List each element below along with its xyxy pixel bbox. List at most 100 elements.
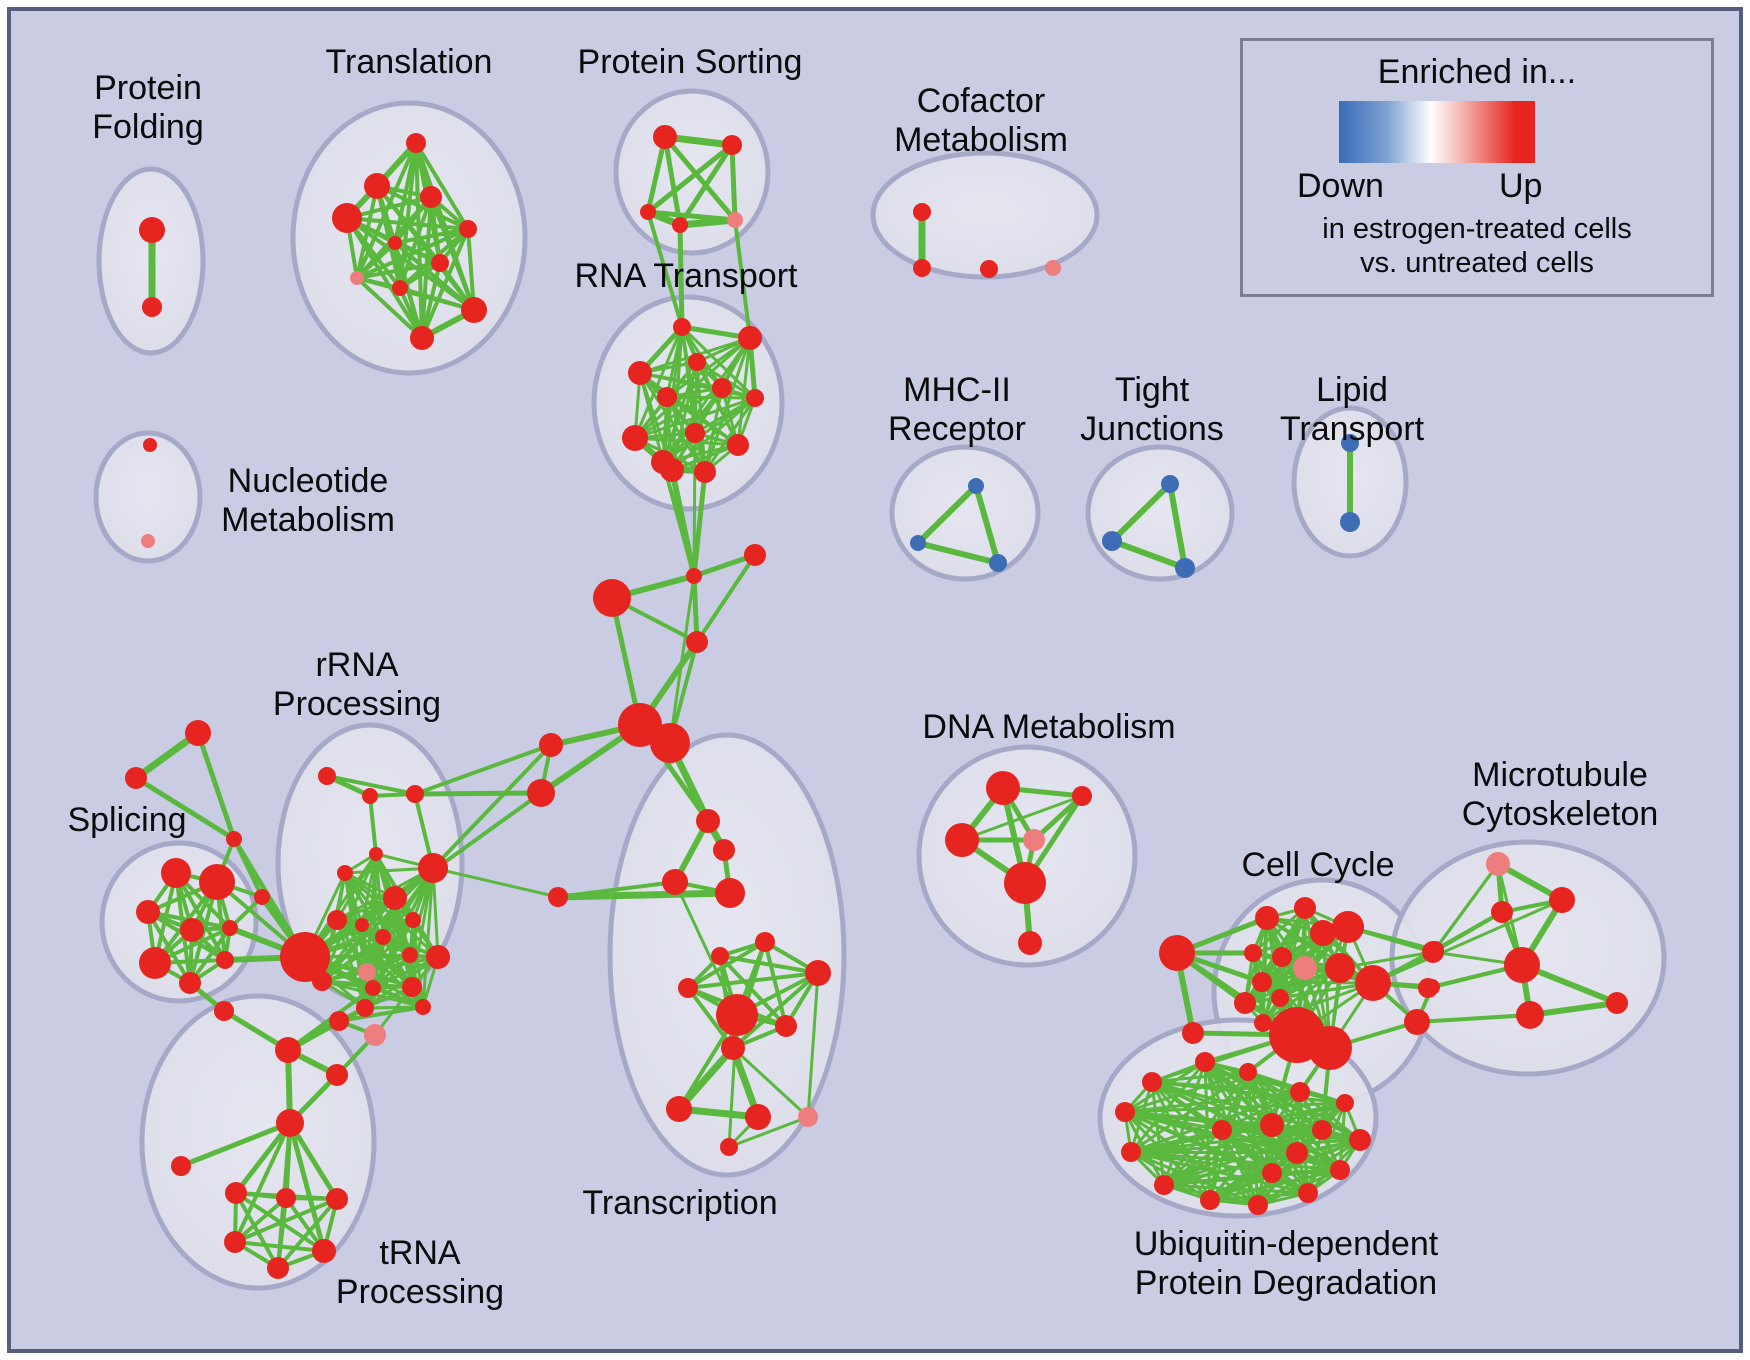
gene-set-node bbox=[326, 1064, 348, 1086]
overlap-edge bbox=[703, 396, 757, 474]
cluster-ellipse-mhc-ii-receptor bbox=[889, 444, 1041, 582]
overlap-edge bbox=[355, 261, 442, 280]
gene-set-node bbox=[1312, 1120, 1332, 1140]
overlap-edge bbox=[633, 386, 724, 440]
gene-set-node bbox=[329, 1011, 349, 1031]
gene-set-node bbox=[696, 809, 720, 833]
gene-set-node bbox=[1159, 935, 1195, 971]
gene-set-node bbox=[358, 963, 376, 981]
overlap-edge bbox=[1123, 1101, 1347, 1114]
gene-set-node bbox=[1294, 897, 1316, 919]
overlap-edge bbox=[915, 540, 1001, 566]
cluster-label-rrna-processing-line1: Processing bbox=[273, 685, 441, 723]
overlap-edge bbox=[1208, 1128, 1224, 1202]
gene-set-node bbox=[745, 1104, 771, 1130]
gene-set-node bbox=[185, 720, 211, 746]
gene-set-node bbox=[388, 236, 402, 250]
overlap-edge bbox=[680, 325, 707, 474]
cluster-label-cofactor-metabolism-line1: Metabolism bbox=[894, 121, 1068, 159]
overlap-edge bbox=[1431, 910, 1504, 954]
cluster-label-transcription-line0: Transcription bbox=[582, 1184, 777, 1222]
gene-set-node bbox=[1023, 829, 1045, 851]
cluster-label-translation-line0: Translation bbox=[326, 43, 493, 81]
overlap-edge bbox=[554, 889, 734, 901]
legend-caption-line2: vs. untreated cells bbox=[1360, 247, 1594, 279]
gene-set-node bbox=[406, 133, 426, 153]
gene-set-node bbox=[1121, 1142, 1141, 1162]
gene-set-node bbox=[686, 568, 702, 584]
overlap-edge bbox=[1203, 1060, 1274, 1175]
cluster-label-trna-processing-line1: Processing bbox=[336, 1273, 504, 1311]
gene-set-node bbox=[713, 839, 735, 861]
cluster-label-cell-cycle-line0: Cell Cycle bbox=[1241, 846, 1394, 884]
cluster-label-protein-folding-line0: Protein bbox=[94, 69, 202, 107]
overlap-edge bbox=[393, 791, 543, 900]
overlap-edge bbox=[365, 918, 415, 974]
gene-set-node bbox=[312, 971, 332, 991]
overlap-edge bbox=[677, 217, 738, 228]
gene-set-node bbox=[1293, 956, 1317, 980]
overlap-edge bbox=[233, 1120, 293, 1196]
gene-set-node bbox=[1286, 1142, 1308, 1164]
gene-set-node bbox=[1341, 434, 1359, 452]
gene-set-node bbox=[727, 212, 743, 228]
cluster-label-lipid-transport-line1: Transport bbox=[1280, 410, 1425, 448]
gene-set-node bbox=[415, 999, 431, 1015]
overlap-edge bbox=[915, 483, 979, 546]
gene-set-node bbox=[1426, 941, 1444, 959]
overlap-edge bbox=[1162, 1151, 1299, 1187]
gene-set-node bbox=[1102, 531, 1122, 551]
gene-set-node bbox=[1255, 906, 1279, 930]
overlap-edge bbox=[662, 134, 738, 223]
overlap-edge bbox=[133, 775, 237, 842]
overlap-edge bbox=[233, 1240, 326, 1253]
gene-set-node bbox=[805, 960, 831, 986]
gene-set-node bbox=[355, 918, 369, 932]
gene-set-node bbox=[711, 947, 729, 965]
cluster-label-mhc-ii-receptor-line0: MHC-II bbox=[903, 371, 1011, 409]
gene-set-node bbox=[913, 203, 931, 221]
cluster-label-ubiquitin-degradation-line0: Ubiquitin-dependent bbox=[1134, 1225, 1439, 1263]
gene-set-node bbox=[1115, 1102, 1135, 1122]
overlap-edge bbox=[686, 986, 735, 1050]
gene-set-node bbox=[225, 1182, 247, 1204]
overlap-edge bbox=[733, 218, 752, 340]
gene-set-node bbox=[721, 1036, 745, 1060]
overlap-edge bbox=[1270, 1168, 1342, 1175]
overlap-edge bbox=[645, 134, 668, 215]
cluster-label-cofactor-metabolism-line0: Cofactor bbox=[917, 82, 1046, 120]
gene-set-node bbox=[640, 204, 656, 220]
overlap-edge bbox=[695, 553, 757, 644]
gene-set-node bbox=[1336, 1094, 1354, 1112]
overlap-edge bbox=[420, 261, 442, 340]
gene-set-node bbox=[139, 947, 171, 979]
overlap-edge bbox=[686, 971, 820, 990]
gene-set-node bbox=[1330, 1160, 1350, 1180]
overlap-edge bbox=[1260, 980, 1375, 985]
legend-box: Enriched in... Down Up in estrogen-treat… bbox=[1240, 38, 1714, 297]
cluster-label-dna-metabolism-line0: DNA Metabolism bbox=[922, 708, 1175, 746]
overlap-edge bbox=[763, 940, 788, 1028]
gene-set-node bbox=[214, 1001, 234, 1021]
overlap-edge bbox=[1371, 898, 1564, 985]
overlap-edge bbox=[1431, 862, 1500, 954]
overlap-edge bbox=[429, 195, 476, 312]
overlap-edge bbox=[1129, 1128, 1224, 1154]
gene-set-node bbox=[720, 1138, 738, 1156]
gene-set-node bbox=[406, 785, 424, 803]
cluster-label-tight-junctions-line1: Junctions bbox=[1080, 410, 1224, 448]
gene-set-node bbox=[337, 865, 353, 881]
gene-set-nodes bbox=[125, 125, 1628, 1279]
gene-set-node bbox=[402, 947, 418, 963]
cluster-ellipse-cofactor-metabolism bbox=[870, 150, 1100, 280]
cluster-label-nucleotide-metabolism-line0: Nucleotide bbox=[228, 462, 389, 500]
overlap-edge bbox=[1150, 1070, 1250, 1084]
overlap-edge bbox=[686, 940, 767, 990]
overlap-edge bbox=[365, 970, 425, 1009]
gene-set-node bbox=[1310, 920, 1336, 946]
gene-set-node bbox=[1516, 1001, 1544, 1029]
gene-set-node bbox=[1072, 786, 1092, 806]
cluster-label-protein-folding-line1: Folding bbox=[92, 108, 204, 146]
gene-set-node bbox=[224, 1231, 246, 1253]
